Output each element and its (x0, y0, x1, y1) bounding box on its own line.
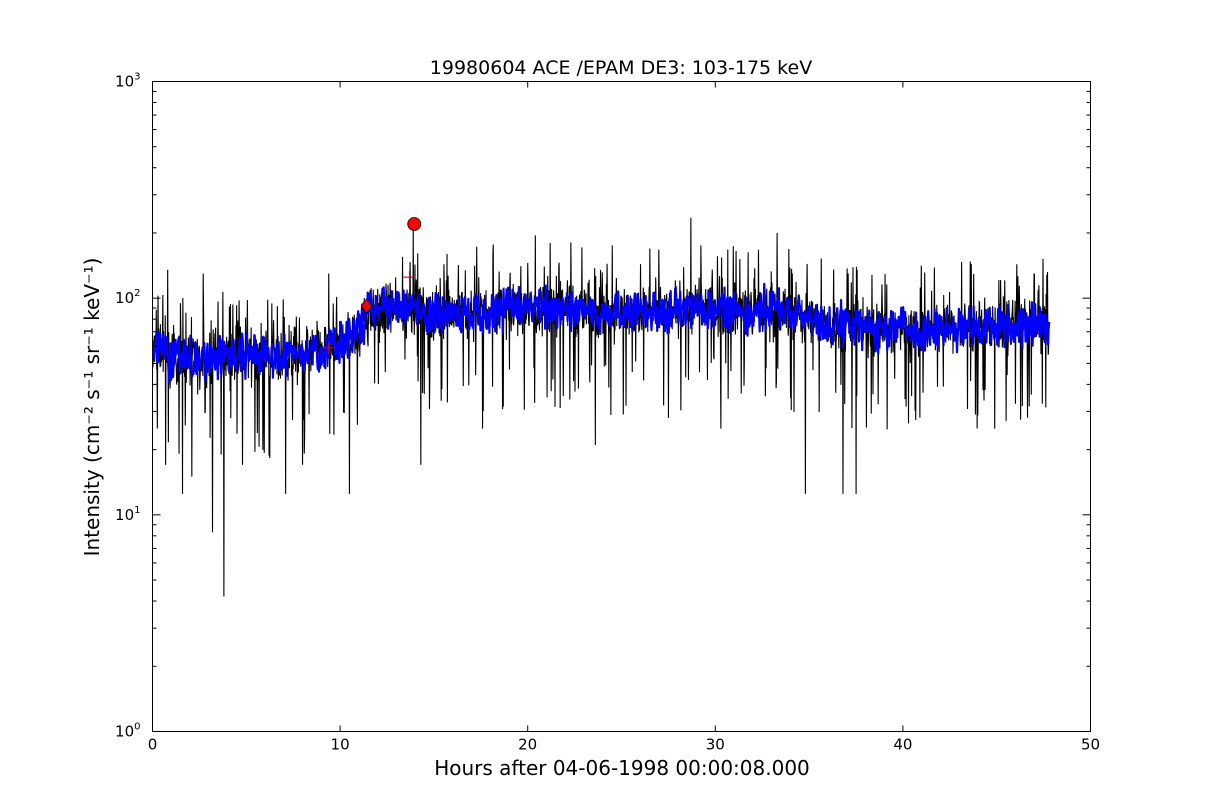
plot-area (152, 217, 1051, 597)
plot-frame (152, 81, 1091, 732)
x-tick-label: 20 (518, 736, 537, 754)
x-tick-label: 0 (148, 736, 158, 754)
x-tick-label: 50 (1081, 736, 1100, 754)
marker-diamond-1 (360, 298, 372, 314)
x-axis-label: Hours after 04-06-1998 00:00:08.000 (434, 756, 810, 780)
series-smoothed-line (152, 282, 1051, 385)
marker-plus-0 (322, 341, 335, 354)
y-tick-exponent: 0 (134, 722, 140, 733)
y-tick-label: 100 (115, 722, 140, 741)
y-tick-label: 101 (115, 505, 140, 524)
y-tick-base: 10 (115, 73, 134, 91)
y-tick-exponent: 2 (134, 288, 140, 299)
marker-plus-2 (403, 271, 416, 284)
y-tick-label: 103 (115, 72, 140, 91)
y-tick-base: 10 (115, 723, 134, 741)
y-tick-exponent: 1 (134, 505, 140, 516)
x-tick-label: 10 (331, 736, 350, 754)
y-tick-label: 102 (115, 288, 140, 307)
x-tick-label: 40 (893, 736, 912, 754)
marker-circle-3 (407, 217, 422, 231)
y-axis-label: Intensity (cm⁻² s⁻¹ sr⁻¹ keV⁻¹) (80, 258, 104, 557)
y-tick-base: 10 (115, 289, 134, 307)
y-tick-exponent: 3 (134, 72, 140, 83)
chart-title: 19980604 ACE /EPAM DE3: 103-175 keV (430, 57, 812, 79)
x-axis: 0 10 20 30 40 50 (148, 81, 1100, 754)
x-tick-label: 30 (706, 736, 725, 754)
y-tick-base: 10 (115, 506, 134, 524)
